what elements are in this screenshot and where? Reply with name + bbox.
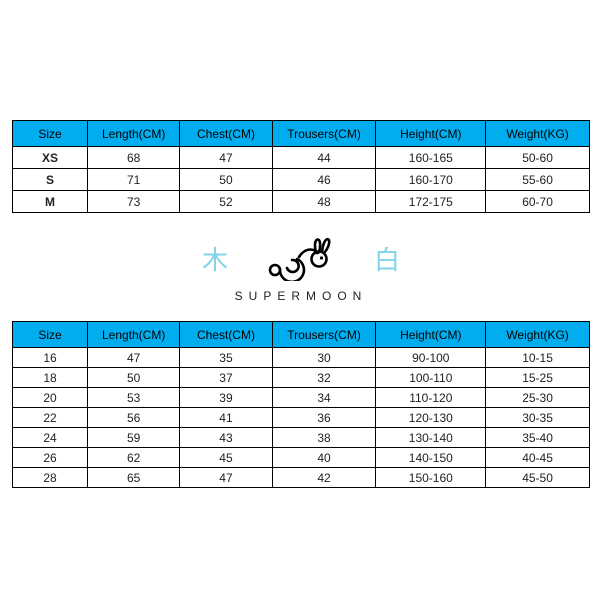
table-cell: 71 <box>88 169 180 191</box>
column-header: Trousers(CM) <box>272 322 376 348</box>
table-cell: 36 <box>272 408 376 428</box>
column-header: Chest(CM) <box>180 121 272 147</box>
column-header: Length(CM) <box>88 322 180 348</box>
table-cell: 41 <box>180 408 272 428</box>
table-cell: 40-45 <box>486 448 590 468</box>
column-header: Height(CM) <box>376 121 486 147</box>
brand-block: 木 <box>12 235 590 303</box>
table-cell: 50 <box>180 169 272 191</box>
table-cell: 100-110 <box>376 368 486 388</box>
table-cell: M <box>13 191 88 213</box>
column-header: Trousers(CM) <box>272 121 376 147</box>
table-row: 18503732100-11015-25 <box>13 368 590 388</box>
table-cell: 110-120 <box>376 388 486 408</box>
table-cell: 24 <box>13 428 88 448</box>
adult-size-table: SizeLength(CM)Chest(CM)Trousers(CM)Heigh… <box>12 120 590 213</box>
table-cell: 38 <box>272 428 376 448</box>
column-header: Size <box>13 121 88 147</box>
table-cell: 43 <box>180 428 272 448</box>
table-cell: 10-15 <box>486 348 590 368</box>
column-header: Size <box>13 322 88 348</box>
table-cell: XS <box>13 147 88 169</box>
table-cell: 32 <box>272 368 376 388</box>
table-row: 1647353090-10010-15 <box>13 348 590 368</box>
table-row: 26624540140-15040-45 <box>13 448 590 468</box>
column-header: Chest(CM) <box>180 322 272 348</box>
table-row: 24594338130-14035-40 <box>13 428 590 448</box>
table-cell: 47 <box>180 147 272 169</box>
rabbit-icon <box>266 235 336 281</box>
table-cell: 62 <box>88 448 180 468</box>
table-row: M735248172-17560-70 <box>13 191 590 213</box>
table-cell: 39 <box>180 388 272 408</box>
table-cell: 37 <box>180 368 272 388</box>
table-cell: 18 <box>13 368 88 388</box>
column-header: Length(CM) <box>88 121 180 147</box>
table-cell: 45-50 <box>486 468 590 488</box>
column-header: Height(CM) <box>376 322 486 348</box>
table-cell: 16 <box>13 348 88 368</box>
column-header: Weight(KG) <box>486 121 590 147</box>
table-cell: 73 <box>88 191 180 213</box>
table-cell: 130-140 <box>376 428 486 448</box>
table-cell: 48 <box>272 191 376 213</box>
table-cell: 172-175 <box>376 191 486 213</box>
table-cell: 47 <box>88 348 180 368</box>
table-cell: 15-25 <box>486 368 590 388</box>
table-row: 28654742150-16045-50 <box>13 468 590 488</box>
table-cell: 90-100 <box>376 348 486 368</box>
table-cell: 50-60 <box>486 147 590 169</box>
table-cell: 20 <box>13 388 88 408</box>
table-cell: 34 <box>272 388 376 408</box>
column-header: Weight(KG) <box>486 322 590 348</box>
kids-size-table: SizeLength(CM)Chest(CM)Trousers(CM)Heigh… <box>12 321 590 488</box>
brand-left-char: 木 <box>202 240 228 277</box>
table-cell: 56 <box>88 408 180 428</box>
table-cell: 47 <box>180 468 272 488</box>
table-cell: 60-70 <box>486 191 590 213</box>
table-cell: 55-60 <box>486 169 590 191</box>
table-cell: 160-170 <box>376 169 486 191</box>
table-cell: 35-40 <box>486 428 590 448</box>
table-cell: 140-150 <box>376 448 486 468</box>
table-cell: 50 <box>88 368 180 388</box>
table-cell: 44 <box>272 147 376 169</box>
table-cell: 25-30 <box>486 388 590 408</box>
table-cell: S <box>13 169 88 191</box>
table-cell: 30 <box>272 348 376 368</box>
table-cell: 53 <box>88 388 180 408</box>
table-cell: 40 <box>272 448 376 468</box>
table-cell: 46 <box>272 169 376 191</box>
table-cell: 30-35 <box>486 408 590 428</box>
table-cell: 35 <box>180 348 272 368</box>
table-cell: 120-130 <box>376 408 486 428</box>
table-cell: 68 <box>88 147 180 169</box>
brand-right-char: 白 <box>374 240 400 277</box>
table-cell: 59 <box>88 428 180 448</box>
table-cell: 26 <box>13 448 88 468</box>
table-cell: 65 <box>88 468 180 488</box>
table-row: S715046160-17055-60 <box>13 169 590 191</box>
table-cell: 52 <box>180 191 272 213</box>
table-cell: 28 <box>13 468 88 488</box>
table-cell: 150-160 <box>376 468 486 488</box>
table-cell: 42 <box>272 468 376 488</box>
table-row: XS684744160-16550-60 <box>13 147 590 169</box>
table-cell: 22 <box>13 408 88 428</box>
table-row: 20533934110-12025-30 <box>13 388 590 408</box>
table-cell: 45 <box>180 448 272 468</box>
brand-name: SUPERMOON <box>12 289 590 303</box>
table-row: 22564136120-13030-35 <box>13 408 590 428</box>
table-cell: 160-165 <box>376 147 486 169</box>
